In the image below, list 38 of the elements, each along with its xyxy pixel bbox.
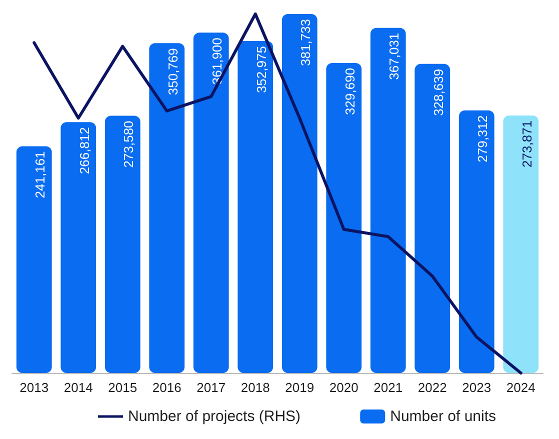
bar — [16, 146, 52, 373]
bar — [458, 110, 494, 373]
bar — [149, 43, 185, 373]
bar — [414, 64, 450, 373]
bar — [193, 32, 229, 373]
x-tick-label: 2014 — [64, 380, 93, 395]
bar — [104, 116, 140, 373]
bar — [503, 115, 539, 373]
data-label: 361,900 — [210, 38, 225, 85]
data-label: 273,580 — [121, 120, 136, 168]
data-label: 329,690 — [342, 68, 358, 115]
x-tick-label: 2016 — [152, 380, 182, 395]
x-tick-label: 2017 — [196, 380, 226, 395]
x-tick-label: 2023 — [462, 380, 492, 395]
bar — [326, 62, 362, 373]
data-label: 241,161 — [32, 151, 48, 198]
x-tick-label: 2021 — [374, 380, 403, 395]
x-tick-label: 2022 — [418, 380, 447, 395]
bar — [238, 41, 274, 373]
data-label: 367,031 — [386, 32, 402, 80]
data-label: 352,975 — [254, 46, 269, 94]
x-tick-label: 2024 — [506, 380, 536, 395]
bar — [282, 14, 318, 373]
x-tick-label: 2018 — [240, 380, 270, 395]
data-label: 273,871 — [519, 120, 534, 168]
data-label: 328,639 — [430, 68, 446, 116]
x-tick-label: 2019 — [285, 380, 314, 395]
legend-label: Number of units — [390, 408, 496, 425]
data-label: 381,733 — [298, 19, 314, 66]
x-tick-label: 2013 — [20, 380, 49, 395]
bar — [370, 28, 406, 373]
legend-label: Number of projects (RHS) — [128, 408, 301, 425]
data-label: 279,312 — [475, 115, 490, 162]
x-tick-label: 2020 — [329, 380, 358, 395]
data-label: 266,812 — [76, 127, 92, 174]
bar — [60, 122, 96, 373]
x-tick-label: 2015 — [108, 380, 138, 395]
data-label: 350,769 — [165, 48, 180, 96]
